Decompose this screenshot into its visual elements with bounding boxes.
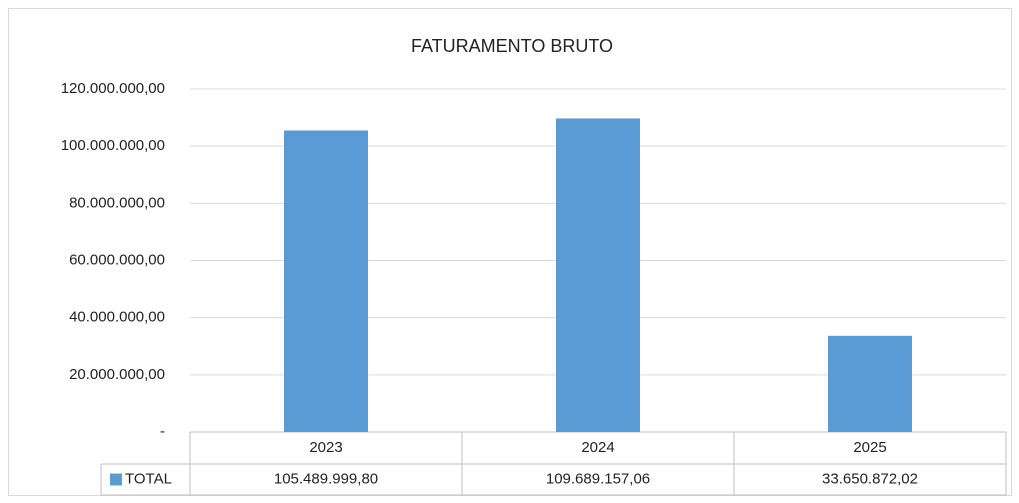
x-tick-label: 2024 <box>581 439 614 456</box>
data-label: 109.689.157,06 <box>546 470 650 487</box>
y-tick-label: 120.000.000,00 <box>61 80 165 97</box>
data-label: 105.489.999,80 <box>274 470 378 487</box>
bar <box>284 130 368 432</box>
legend-swatch <box>110 473 122 486</box>
x-tick-label: 2023 <box>309 439 342 456</box>
legend-label: TOTAL <box>125 470 172 487</box>
bar <box>828 335 912 432</box>
chart-title: FATURAMENTO BRUTO <box>411 36 613 56</box>
y-tick-label: 80.000.000,00 <box>69 194 165 211</box>
y-tick-label: - <box>160 423 165 440</box>
bar <box>556 118 640 432</box>
y-tick-label: 60.000.000,00 <box>69 251 165 268</box>
data-label: 33.650.872,02 <box>822 470 918 487</box>
y-tick-label: 40.000.000,00 <box>69 309 165 326</box>
x-tick-label: 2025 <box>853 439 886 456</box>
y-tick-label: 100.000.000,00 <box>61 137 165 154</box>
y-tick-label: 20.000.000,00 <box>69 366 165 383</box>
